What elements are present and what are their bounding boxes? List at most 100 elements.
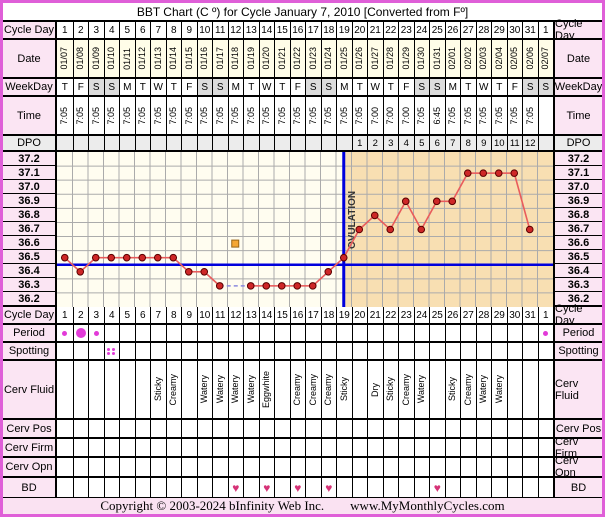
day-cell xyxy=(57,325,73,341)
day-cell xyxy=(475,458,491,476)
day-cell: 7:00 xyxy=(398,97,414,134)
day-cell xyxy=(522,361,538,418)
day-cell xyxy=(72,325,88,341)
date-value: 01/12 xyxy=(137,47,148,70)
day-cell: 27 xyxy=(460,22,476,38)
day-cell: T xyxy=(165,79,181,95)
day-cell xyxy=(460,439,476,456)
time-value: 6:45 xyxy=(431,106,442,125)
day-cell: 11 xyxy=(212,307,228,323)
day-cell: M xyxy=(336,79,352,95)
day-cell: F xyxy=(72,79,88,95)
day-cell xyxy=(134,439,150,456)
day-cell: 7:05 xyxy=(88,97,104,134)
day-cell xyxy=(320,420,336,437)
day-cell xyxy=(274,343,290,359)
day-cell xyxy=(196,343,212,359)
temp-point xyxy=(91,253,100,262)
day-cell xyxy=(88,458,104,476)
date-value: 01/23 xyxy=(307,47,318,70)
temp-point xyxy=(370,211,379,220)
day-cell: Sticky xyxy=(382,361,398,418)
day-cell xyxy=(212,420,228,437)
day-cell xyxy=(181,458,197,476)
day-cell: 15 xyxy=(274,307,290,323)
cerv-fluid-value: Watery xyxy=(214,375,225,404)
day-cell: 18 xyxy=(320,307,336,323)
time-value: 7:00 xyxy=(369,106,380,125)
day-cell xyxy=(429,343,445,359)
day-cell xyxy=(119,478,135,497)
date-value: 02/05 xyxy=(509,47,520,70)
temp-point xyxy=(293,282,302,290)
day-cell xyxy=(196,420,212,437)
day-cell xyxy=(429,439,445,456)
day-cell: 26 xyxy=(444,22,460,38)
day-cell xyxy=(491,343,507,359)
day-cell: 19 xyxy=(336,307,352,323)
day-cell: 30 xyxy=(506,307,522,323)
day-cell: Sticky xyxy=(444,361,460,418)
time-value: 7:05 xyxy=(75,106,86,125)
day-cell: 7:05 xyxy=(336,97,352,134)
day-cell xyxy=(243,343,259,359)
day-cell: 01/15 xyxy=(181,40,197,77)
day-cell xyxy=(119,361,135,418)
cerv-fluid-cells: Sticky Creamy Watery Watery Watery Watery Eggw… xyxy=(57,361,553,418)
day-cell: 9 xyxy=(181,22,197,38)
date-value: 01/21 xyxy=(276,47,287,70)
day-cell xyxy=(460,458,476,476)
day-cell: 01/31 xyxy=(429,40,445,77)
day-cell xyxy=(165,478,181,497)
day-cell xyxy=(181,478,197,497)
day-cell: 7:05 xyxy=(119,97,135,134)
day-cell: 7 xyxy=(444,136,460,150)
day-cell: 01/30 xyxy=(413,40,429,77)
day-cell: 29 xyxy=(491,22,507,38)
date-cells: 01/07 01/08 01/09 01/10 01/11 01/12 01/13 01/14… xyxy=(57,40,553,77)
day-cell xyxy=(165,439,181,456)
spotting-cells xyxy=(57,343,553,359)
row-date: Date 01/07 01/08 01/09 01/10 01/11 01/12 01/13… xyxy=(3,38,602,77)
day-cell: 16 xyxy=(289,22,305,38)
day-cell xyxy=(103,420,119,437)
day-cell xyxy=(274,439,290,456)
day-cell: 13 xyxy=(243,307,259,323)
day-cell xyxy=(522,343,538,359)
day-cell: S xyxy=(537,79,553,95)
day-cell xyxy=(181,439,197,456)
temp-point xyxy=(76,267,85,276)
bd-heart-icon: ♥ xyxy=(433,480,441,495)
day-cell: 01/20 xyxy=(258,40,274,77)
date-label-right: Date xyxy=(553,40,602,77)
day-cell xyxy=(88,420,104,437)
day-cell xyxy=(336,478,352,497)
day-cell xyxy=(196,458,212,476)
day-cell: 7 xyxy=(150,307,166,323)
day-cell: 01/10 xyxy=(103,40,119,77)
day-cell xyxy=(351,478,367,497)
day-cell: T xyxy=(134,79,150,95)
day-cell: 31 xyxy=(522,307,538,323)
day-cell: 01/29 xyxy=(398,40,414,77)
day-cell xyxy=(305,420,321,437)
day-cell: S xyxy=(305,79,321,95)
day-cell: F xyxy=(398,79,414,95)
day-cell xyxy=(429,325,445,341)
day-cell: 6 xyxy=(134,307,150,323)
date-value: 01/22 xyxy=(292,47,303,70)
day-cell xyxy=(351,458,367,476)
day-cell: 02/07 xyxy=(537,40,553,77)
day-cell xyxy=(305,325,321,341)
day-cell: 7:05 xyxy=(212,97,228,134)
day-cell: 7 xyxy=(150,22,166,38)
ovulation-label: OVULATION xyxy=(347,191,358,249)
temp-point xyxy=(339,253,348,262)
site-link[interactable]: www.MyMonthlyCycles.com xyxy=(350,498,505,513)
day-cell xyxy=(491,439,507,456)
day-cell: 7:05 xyxy=(227,97,243,134)
day-cell xyxy=(196,478,212,497)
day-cell: 9 xyxy=(181,307,197,323)
day-cell: 28 xyxy=(475,22,491,38)
day-cell xyxy=(522,458,538,476)
